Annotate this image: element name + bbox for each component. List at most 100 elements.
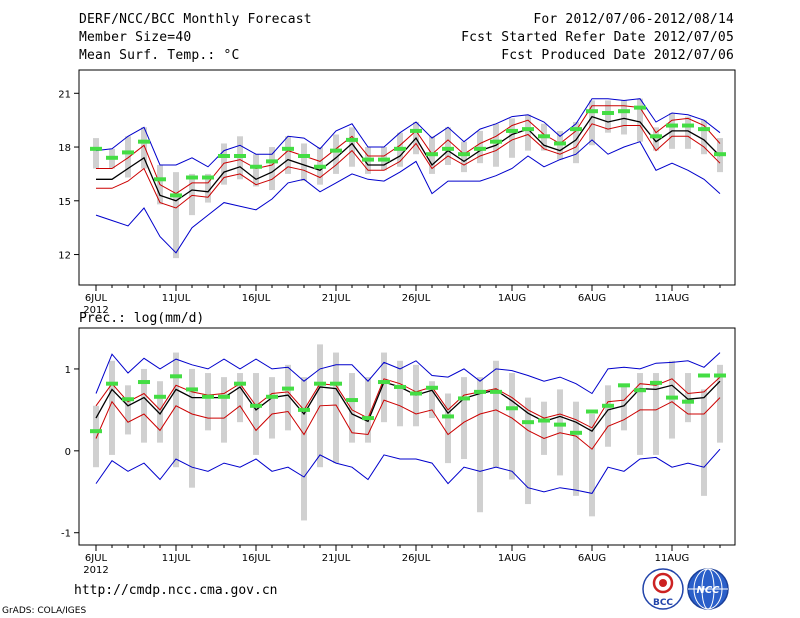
series-line-upper (95, 376, 721, 429)
series-line-lower (96, 123, 721, 209)
observed-marker (554, 422, 566, 427)
ensemble-box (189, 368, 195, 488)
observed-marker (682, 123, 694, 128)
series-line-min (95, 448, 721, 494)
ensemble-box (637, 373, 643, 455)
x-tick-label: 26JUL (402, 553, 431, 564)
chart-title: DERF/NCC/BCC Monthly Forecast (79, 12, 312, 27)
observed-marker (106, 381, 118, 386)
observed-marker (218, 394, 230, 399)
observed-marker (298, 407, 310, 412)
ensemble-box (573, 121, 579, 164)
observed-marker (282, 386, 294, 391)
observed-marker (314, 164, 326, 169)
ensemble-box (237, 373, 243, 423)
ensemble-box (125, 385, 131, 435)
x-year-label: 2012 (83, 305, 108, 316)
series-line-mean (95, 380, 721, 433)
observed-marker (506, 128, 518, 133)
forecast-produced-date: Fcst Produced Date 2012/07/06 (501, 48, 734, 63)
observed-marker (538, 134, 550, 139)
observed-marker (122, 397, 134, 402)
observed-marker (602, 403, 614, 408)
y-tick-label: 0 (65, 447, 71, 458)
observed-marker (266, 394, 278, 399)
x-tick-label: 11AUG (655, 553, 690, 564)
ensemble-box (621, 385, 627, 431)
observed-marker (410, 391, 422, 396)
ensemble-box (381, 352, 387, 423)
observed-marker (634, 388, 646, 393)
y-tick-label: 21 (58, 89, 71, 100)
series-line-min (95, 139, 721, 254)
x-tick-label: 6JUL (85, 553, 108, 564)
footer-url[interactable]: http://cmdp.ncc.cma.gov.cn (74, 583, 278, 598)
ensemble-box (573, 401, 579, 496)
series-line-lower (95, 397, 721, 450)
y-tick-label: 18 (58, 143, 71, 154)
observed-marker (138, 139, 150, 144)
observed-marker (330, 381, 342, 386)
ncc-logo: NCC (687, 568, 729, 610)
observed-marker (602, 111, 614, 115)
ensemble-box (605, 385, 611, 447)
bcc-logo-text: BCC (653, 598, 673, 608)
observed-marker (346, 137, 358, 142)
ensemble-box (109, 360, 115, 455)
observed-marker (650, 134, 662, 139)
x-tick-label: 16JUL (242, 553, 271, 564)
ensemble-box (141, 368, 147, 443)
x-tick-label: 26JUL (402, 293, 431, 304)
observed-marker (394, 146, 406, 151)
x-tick-label: 6AUG (578, 293, 606, 304)
ensemble-box (509, 373, 515, 480)
observed-marker (458, 152, 470, 157)
observed-marker (666, 123, 678, 128)
ensemble-box (157, 381, 163, 443)
observed-marker (170, 374, 182, 379)
ensemble-box (509, 118, 515, 158)
x-tick-label: 11JUL (162, 293, 191, 304)
ensemble-box (173, 172, 179, 259)
ensemble-box (605, 100, 611, 133)
observed-marker (138, 380, 150, 385)
x-tick-label: 1AUG (498, 553, 526, 564)
series-line-max (95, 352, 721, 395)
observed-marker (714, 373, 726, 378)
observed-marker (650, 380, 662, 385)
ensemble-box (125, 136, 131, 178)
ensemble-box (701, 389, 707, 496)
member-size: Member Size=40 (79, 30, 192, 45)
variable-label: Mean Surf. Temp.: °C (79, 48, 240, 63)
observed-marker (170, 193, 182, 198)
observed-marker (330, 148, 342, 153)
ensemble-box (365, 377, 371, 443)
observed-marker (426, 385, 438, 390)
ensemble-box (253, 373, 259, 455)
observed-marker (218, 154, 230, 158)
ensemble-box (669, 360, 675, 439)
observed-marker (250, 403, 262, 408)
observed-marker (618, 109, 630, 114)
observed-marker (106, 155, 118, 160)
observed-marker (282, 146, 294, 151)
observed-marker (554, 141, 566, 146)
observed-marker (298, 154, 310, 158)
ensemble-box (461, 377, 467, 460)
ensemble-box (621, 100, 627, 135)
observed-marker (154, 394, 166, 399)
ensemble-box (685, 373, 691, 423)
ensemble-box (301, 143, 307, 182)
observed-marker (442, 146, 454, 151)
observed-marker (202, 175, 214, 180)
grads-credit: GrADS: COLA/IGES (2, 606, 87, 616)
ensemble-box (637, 98, 643, 142)
x-tick-label: 11JUL (162, 553, 191, 564)
observed-marker (378, 157, 390, 162)
ensemble-box (589, 413, 595, 517)
observed-marker (266, 159, 278, 164)
ensemble-box (221, 377, 227, 443)
observed-marker (314, 381, 326, 386)
observed-marker (202, 394, 214, 399)
y-tick-label: 1 (65, 365, 71, 376)
